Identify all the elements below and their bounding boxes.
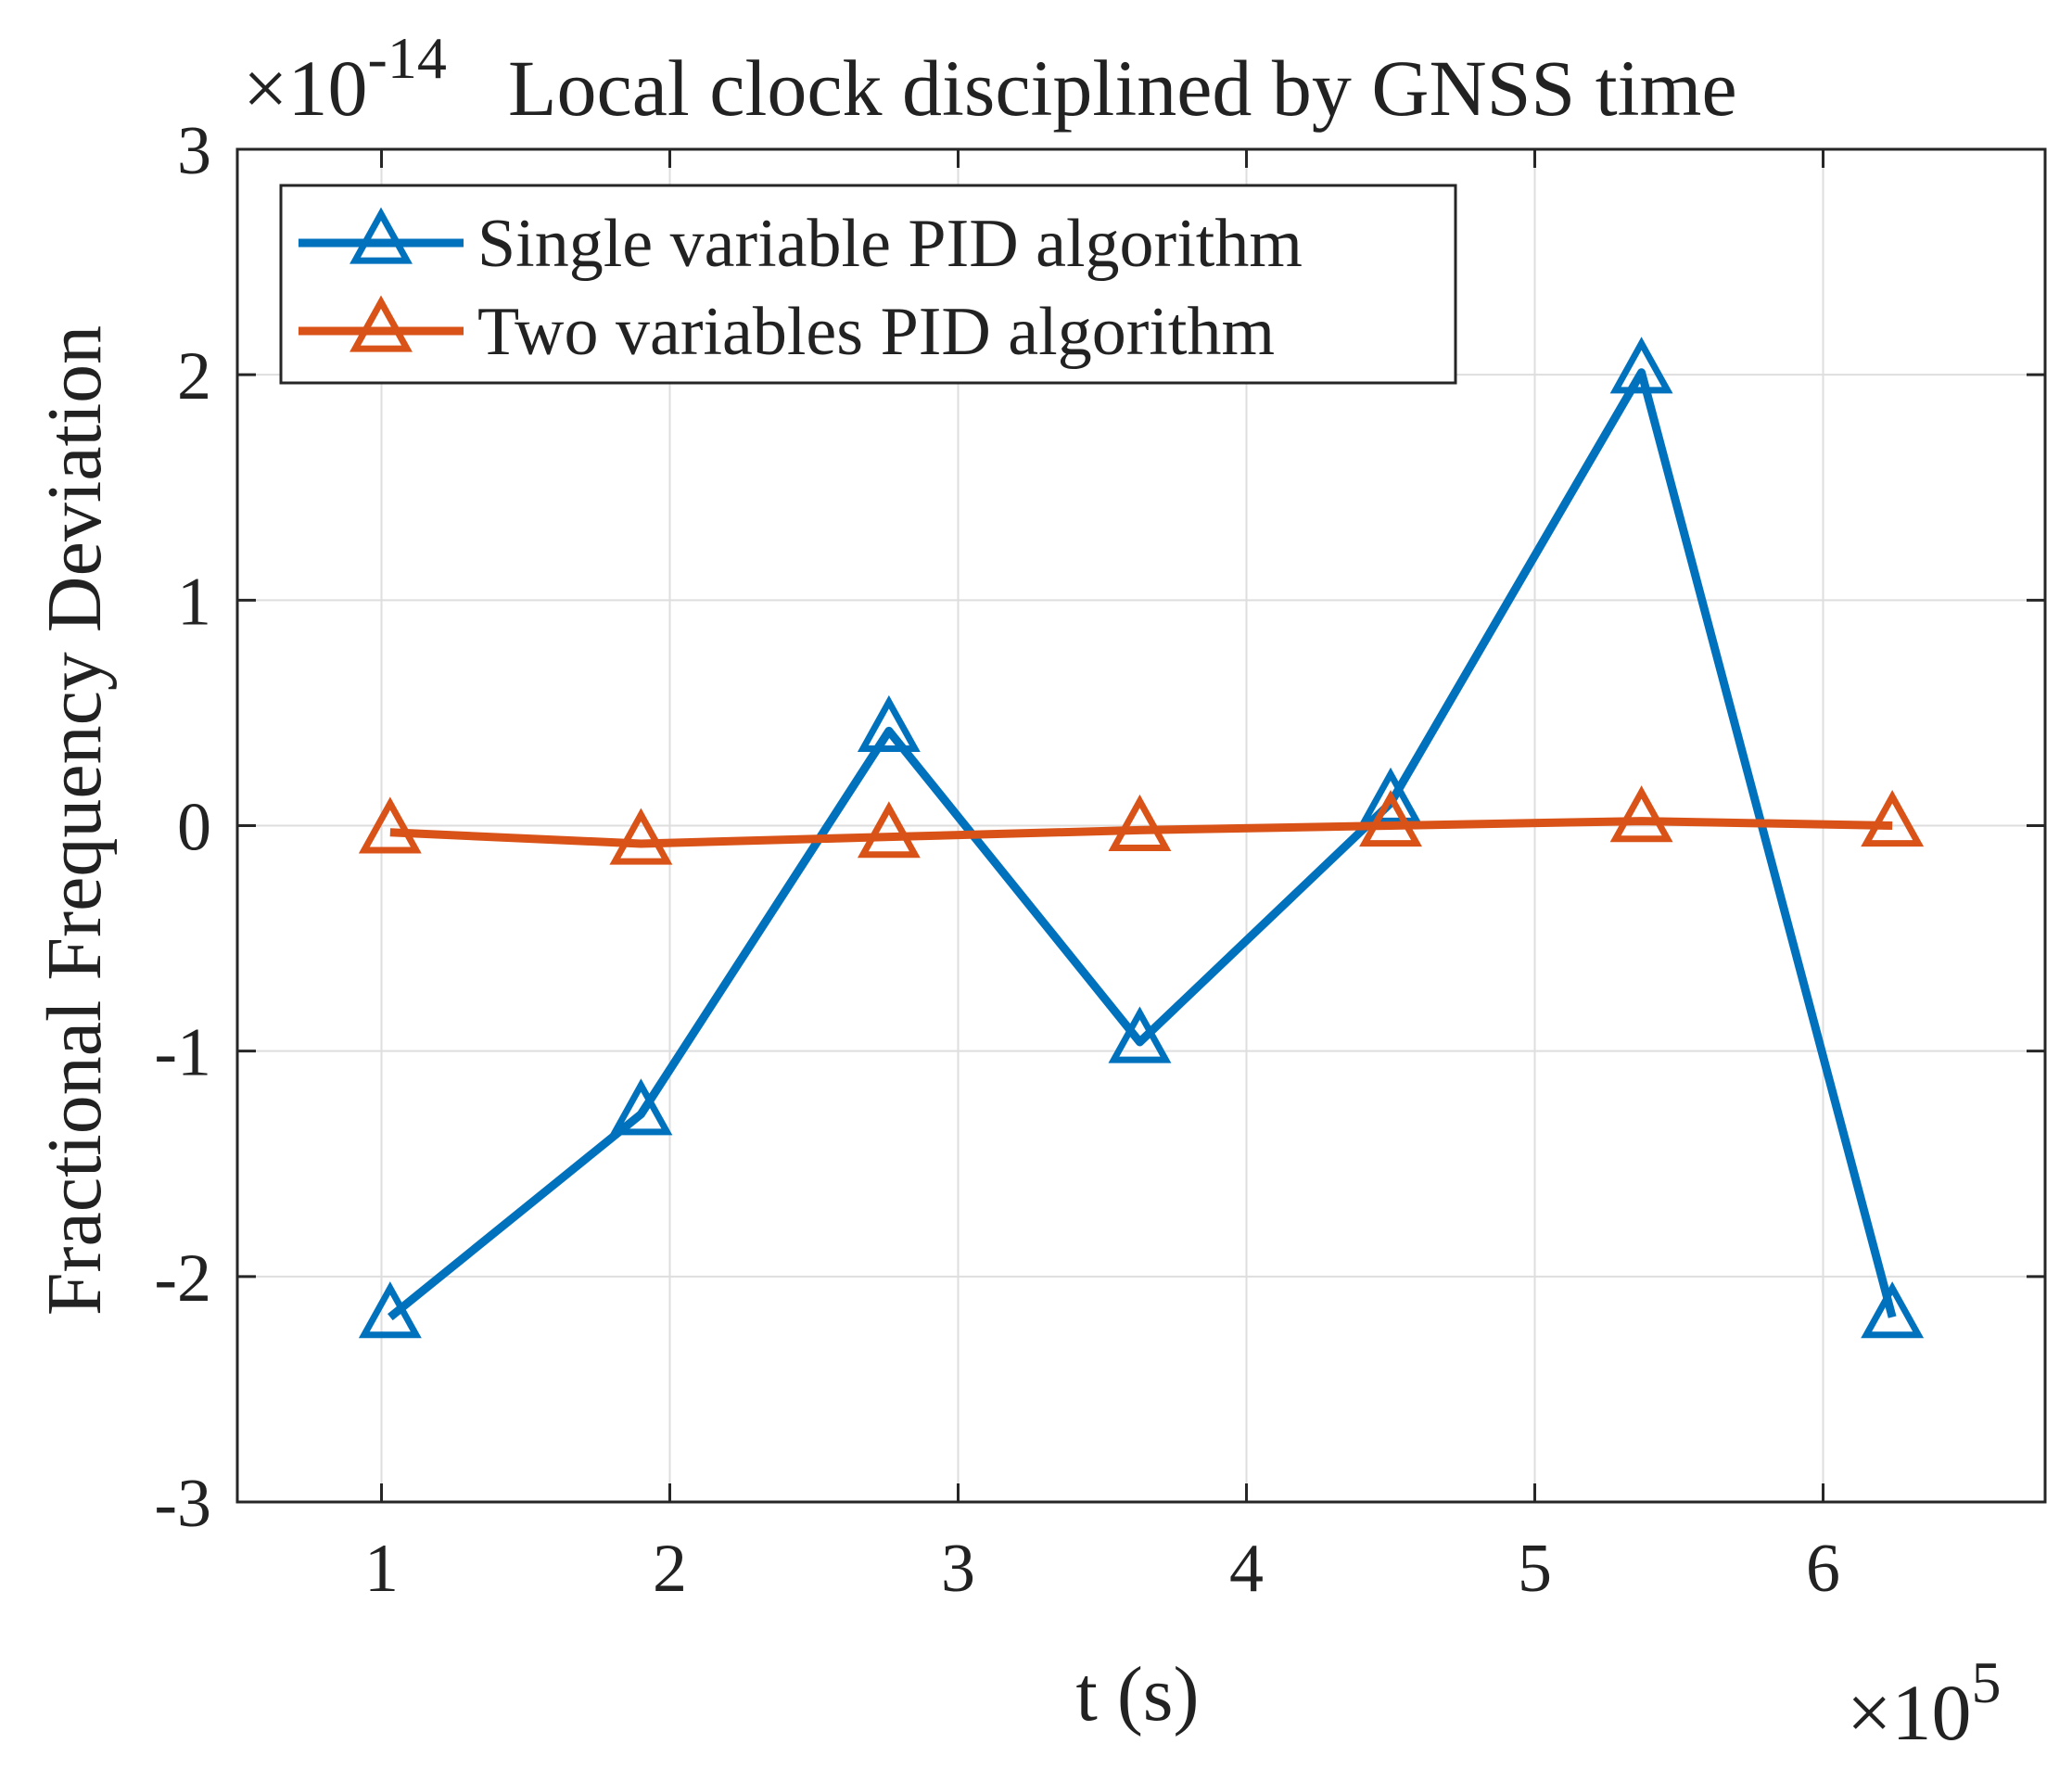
series-1	[358, 337, 1925, 1339]
x-tick-label: 2	[653, 1531, 687, 1607]
data-point-marker	[1609, 337, 1673, 394]
x-tick-label: 4	[1229, 1531, 1264, 1607]
data-point-marker	[1861, 1281, 1925, 1339]
data-series	[358, 337, 1925, 1339]
y-tick-label: -3	[154, 1466, 211, 1542]
y-multiplier-label: ×10-14	[243, 25, 447, 133]
legend-box	[279, 184, 1457, 385]
data-point-marker	[857, 694, 921, 753]
series-line	[388, 368, 1897, 1321]
chart-title: Local clock disciplined by GNSS time	[508, 44, 1737, 133]
y-tick-label: -1	[154, 1015, 211, 1091]
legend: Single variable PID algorithm Two variabl…	[279, 184, 1457, 385]
data-point-marker	[857, 801, 921, 859]
data-point-marker	[358, 1281, 422, 1339]
x-axis-label: t (s)	[1076, 1651, 1200, 1737]
data-point-marker	[1359, 790, 1422, 847]
y-tick-label: 3	[177, 113, 211, 189]
legend-marker-sample	[350, 295, 413, 352]
data-point-marker	[1108, 1006, 1172, 1063]
legend-entry-label: Two variables PID algorithm	[477, 294, 1275, 370]
data-point-marker	[358, 796, 422, 854]
x-tick-label: 6	[1806, 1531, 1840, 1607]
series-2	[358, 785, 1925, 865]
x-tick-label: 5	[1518, 1531, 1552, 1607]
data-point-marker	[609, 808, 673, 865]
data-point-marker	[609, 1078, 673, 1136]
y-tick-label: -2	[154, 1241, 211, 1317]
y-axis-label: Fractional Frequency Deviation	[32, 325, 118, 1316]
data-point-marker	[1861, 790, 1925, 847]
legend-entry-label: Single variable PID algorithm	[477, 206, 1303, 282]
x-multiplier-label: ×105	[1847, 1649, 2002, 1757]
y-tick-label: 1	[177, 564, 211, 640]
y-tick-label: 0	[177, 790, 211, 866]
x-tick-label: 1	[364, 1531, 399, 1607]
series-line	[389, 817, 1893, 848]
x-tick-label: 3	[941, 1531, 975, 1607]
data-point-marker	[1609, 785, 1673, 843]
axis-ticks: 1 2 3 4 5 6 -3 -2 -1 0 1 2 3	[154, 113, 2045, 1607]
data-point-marker	[1108, 794, 1172, 852]
y-tick-label: 2	[177, 338, 211, 414]
data-point-marker	[1359, 767, 1422, 824]
legend-marker-sample	[350, 207, 413, 264]
